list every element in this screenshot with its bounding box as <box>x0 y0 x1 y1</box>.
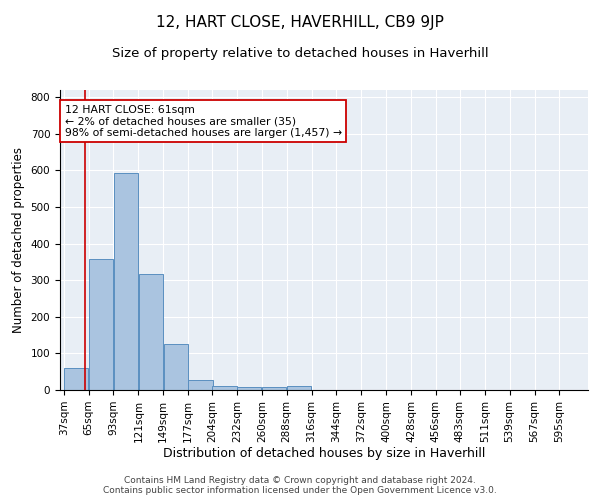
Bar <box>238 387 262 390</box>
Y-axis label: Number of detached properties: Number of detached properties <box>12 147 25 333</box>
Bar <box>164 344 188 390</box>
Bar <box>212 386 236 390</box>
Text: 12 HART CLOSE: 61sqm
← 2% of detached houses are smaller (35)
98% of semi-detach: 12 HART CLOSE: 61sqm ← 2% of detached ho… <box>65 104 342 138</box>
Bar <box>89 260 113 390</box>
Bar <box>188 380 212 390</box>
Bar <box>64 368 88 390</box>
Text: Contains HM Land Registry data © Crown copyright and database right 2024.
Contai: Contains HM Land Registry data © Crown c… <box>103 476 497 495</box>
Text: Size of property relative to detached houses in Haverhill: Size of property relative to detached ho… <box>112 48 488 60</box>
Bar <box>262 386 286 390</box>
Bar <box>287 386 311 390</box>
Bar <box>114 173 138 390</box>
X-axis label: Distribution of detached houses by size in Haverhill: Distribution of detached houses by size … <box>163 448 485 460</box>
Text: 12, HART CLOSE, HAVERHILL, CB9 9JP: 12, HART CLOSE, HAVERHILL, CB9 9JP <box>156 15 444 30</box>
Bar <box>139 274 163 390</box>
